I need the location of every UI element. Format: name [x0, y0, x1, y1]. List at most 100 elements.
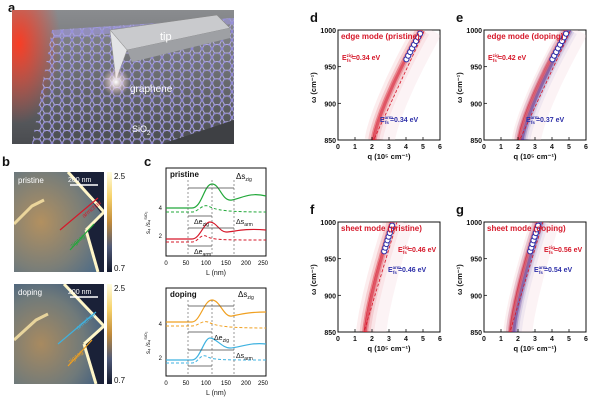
svg-text:Δezig: Δezig	[194, 219, 209, 228]
fit-line	[373, 30, 426, 140]
svg-text:150: 150	[221, 381, 232, 387]
pristine-cbar-max: 2.5	[114, 172, 126, 181]
xtick-label: 1	[499, 144, 503, 151]
xtick-label: 2	[516, 336, 520, 343]
panel-e-dispersion: 850 900 950 1000 0 1 2 3 4 5 6 q (10⁵ cm⁻¹) ω (cm⁻¹)…	[455, 28, 588, 161]
svg-text:0: 0	[164, 381, 168, 387]
doping-arm-solid-curve	[166, 337, 267, 361]
svg-text:Δsarm: Δsarm	[236, 219, 253, 228]
xtick-label: 0	[482, 336, 486, 343]
c-pristine-xticks: 0 50 100 150 200 250	[164, 261, 268, 267]
xtick-label: 1	[499, 336, 503, 343]
doping-cbar-min: 0.7	[114, 376, 126, 384]
c-pristine-label: pristine	[170, 170, 199, 179]
c-doping-dsarm: Δs	[236, 353, 245, 360]
ytick-label: 900	[324, 101, 336, 108]
panel-title: sheet mode (doping)	[487, 224, 566, 233]
panel-c-pristine-plot: pristine Δszig Δezig Δsarm Δearm 2 4 s₄ …	[143, 167, 269, 277]
c-pristine-dearm: Δe	[194, 249, 203, 256]
c-pristine-ytick-0: 2	[159, 234, 163, 240]
zigzag-energy-label: Ezig fs=0.46 eV	[398, 245, 436, 255]
panel-c-doping-plot: doping Δszig Δezig Δsarm 2 4 s₄ /s₄SiO₂ …	[143, 287, 269, 397]
xtick-label: 6	[584, 336, 588, 343]
doping-scale-text: 200 nm	[68, 289, 92, 296]
xtick-label: 1	[353, 144, 357, 151]
ytick-label: 850	[470, 330, 482, 337]
xtick-label: 3	[387, 144, 391, 151]
doping-zig-dashed-curve	[166, 321, 267, 329]
xtick-label: 5	[567, 144, 571, 151]
zigzag-energy-label: Ezig fs=0.34 eV	[342, 53, 380, 63]
panel-b-pristine-image: pristine 200 nm armchair zigzag	[14, 172, 104, 272]
ytick-label: 900	[470, 293, 482, 300]
doping-colorbar: 2.5 0.7	[107, 284, 126, 384]
pristine-scale-text: 200 nm	[68, 177, 92, 184]
pristine-cbar-min: 0.7	[114, 264, 126, 272]
doping-zig-solid-curve	[166, 299, 267, 323]
xtick-label: 5	[567, 336, 571, 343]
xtick-label: 2	[370, 336, 374, 343]
xtick-label: 4	[550, 144, 554, 151]
xtick-label: 0	[336, 336, 340, 343]
c-doping-dezig: Δe	[214, 335, 223, 342]
svg-text:Δszig: Δszig	[238, 290, 254, 301]
pristine-arm-dashed-curve	[166, 235, 267, 243]
xtick-label: 6	[438, 336, 442, 343]
x-axis-label: q (10⁵ cm⁻¹)	[514, 152, 557, 161]
graphene-label: graphene	[130, 84, 173, 95]
panel-d-dispersion: 850 900 950 1000 0 1 2 3 4 5 6 q (10⁵ cm⁻¹) ω (cm⁻¹)…	[309, 28, 442, 161]
armchair-energy-label: Earm fs=0.46 eV	[388, 265, 427, 275]
xtick-label: 6	[438, 144, 442, 151]
panel-title: sheet mode (pristine)	[341, 224, 422, 233]
panel-f-letter: f	[310, 202, 315, 217]
svg-text:200: 200	[241, 261, 252, 267]
c-pristine-dszig: Δs	[236, 172, 245, 181]
svg-text:50: 50	[183, 261, 190, 267]
panel-b-doping-image: doping 200 nm armchair zigzag	[14, 284, 104, 384]
svg-text:Δsarm: Δsarm	[236, 353, 253, 362]
c-doping-ytick-0: 2	[159, 356, 163, 362]
x-axis-label: q (10⁵ cm⁻¹)	[514, 344, 557, 353]
xtick-label: 1	[353, 336, 357, 343]
svg-text:SiO2: SiO2	[132, 124, 151, 137]
panel-f-dispersion: 850 900 950 1000 0 1 2 3 4 5 6 q (10⁵ cm⁻¹) ω (cm⁻¹)…	[309, 220, 442, 353]
svg-text:Δezig: Δezig	[214, 335, 229, 344]
panel-a-illustration: tip graphene SiO2	[12, 10, 234, 144]
xtick-label: 2	[370, 144, 374, 151]
svg-text:100: 100	[201, 381, 212, 387]
x-axis-label: q (10⁵ cm⁻¹)	[368, 344, 411, 353]
ytick-label: 1000	[320, 220, 336, 227]
y-axis-label: ω (cm⁻¹)	[309, 72, 318, 103]
ytick-label: 1000	[320, 28, 336, 35]
ytick-label: 1000	[466, 28, 482, 35]
ytick-label: 950	[324, 65, 336, 72]
pristine-colorbar: 2.5 0.7	[107, 172, 126, 272]
ytick-label: 1000	[466, 220, 482, 227]
ytick-label: 950	[470, 257, 482, 264]
c-doping-xlabel: L (nm)	[206, 390, 226, 397]
c-pristine-ytick-1: 4	[159, 206, 163, 212]
pristine-zig-dashed-curve	[166, 205, 267, 213]
xtick-label: 4	[404, 336, 408, 343]
xtick-label: 2	[516, 144, 520, 151]
svg-text:100: 100	[201, 261, 212, 267]
ytick-label: 850	[324, 138, 336, 145]
svg-text:150: 150	[221, 261, 232, 267]
svg-text:s₄ /s₄SiO₂: s₄ /s₄SiO₂	[143, 331, 152, 354]
plot-frame	[483, 29, 587, 141]
zigzag-energy-label: Ezig fs=0.56 eV	[544, 245, 582, 255]
svg-text:Δearm: Δearm	[194, 249, 211, 258]
pristine-arm-solid-curve	[166, 221, 267, 240]
c-doping-xticks: 0 50 100 150 200 250	[164, 381, 268, 387]
xtick-label: 3	[387, 336, 391, 343]
ytick-label: 850	[470, 138, 482, 145]
c-pristine-xlabel: L (nm)	[206, 270, 226, 277]
afm-tip	[109, 29, 128, 81]
c-doping-ylabel: s₄ /s₄	[146, 339, 152, 354]
svg-text:50: 50	[183, 381, 190, 387]
panel-b-letter: b	[2, 154, 10, 169]
xtick-label: 3	[533, 336, 537, 343]
pristine-label: pristine	[18, 176, 44, 185]
xtick-label: 6	[584, 144, 588, 151]
pristine-zig-solid-curve	[166, 183, 267, 209]
